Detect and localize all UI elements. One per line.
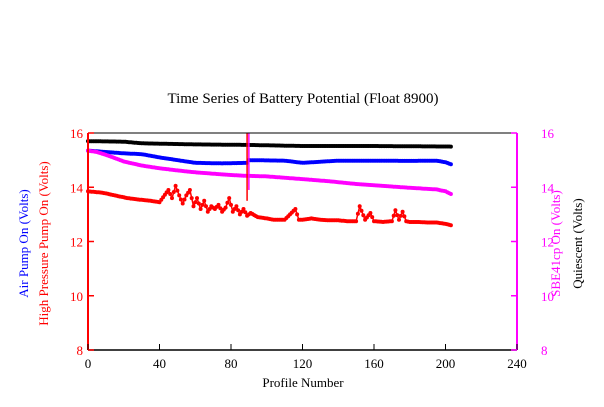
data-point-hp_pump — [295, 212, 300, 217]
data-point-hp_pump — [218, 206, 223, 211]
x-tick-labels: 0 40 80 120 160 200 240 — [85, 344, 527, 371]
data-point-hp_pump — [198, 207, 203, 211]
data-point-hp_pump — [397, 217, 401, 222]
data-point-hp_pump — [177, 193, 182, 198]
data-point-hp_pump — [368, 211, 373, 215]
left-y-tick-label: 16 — [70, 126, 84, 141]
data-point-hp_pump — [187, 188, 192, 192]
data-point-hp_pump — [234, 204, 239, 209]
data-point-hp_pump — [402, 214, 407, 219]
data-point-hp_pump — [359, 208, 364, 213]
right-y-tick-label: 8 — [541, 343, 548, 358]
data-point-hp_pump — [193, 200, 198, 205]
y-axis-label-quiescent: Quiescent (Volts) — [570, 198, 585, 288]
series-air_pump — [86, 148, 453, 167]
x-tick-label: 80 — [225, 356, 238, 371]
data-point-hp_pump — [225, 200, 230, 205]
data-point-hp_pump — [393, 208, 398, 213]
right-y-tick-label: 16 — [541, 126, 555, 141]
x-tick-label: 0 — [85, 356, 92, 371]
right-y-tick-labels: 8 10 12 14 16 — [511, 126, 555, 358]
data-point-hp_pump — [236, 208, 241, 213]
plot-area — [86, 133, 453, 228]
data-point-hp_pump — [170, 196, 174, 201]
y-axis-label-air-pump: Air Pump On (Volts) — [16, 189, 31, 297]
x-tick-label: 120 — [293, 356, 313, 371]
data-point-hp_pump — [202, 198, 207, 203]
data-point-hp_pump — [191, 204, 196, 209]
series-hp_pump — [86, 183, 453, 228]
data-point-hp_pump — [243, 210, 248, 215]
data-point-hp_pump — [241, 207, 246, 211]
data-point-hp_pump — [189, 196, 194, 201]
data-point-hp_pump — [182, 197, 187, 202]
data-point-hp_pump — [354, 219, 359, 224]
y-axis-label-hp-pump: High Pressure Pump On (Volts) — [36, 161, 51, 325]
data-point-hp_pump — [171, 190, 176, 194]
data-point-hp_pump — [166, 188, 171, 192]
data-point-hp_pump — [357, 204, 362, 209]
data-point-hp_pump — [293, 207, 298, 211]
data-point-hp_pump — [389, 219, 394, 224]
data-point-quiescent — [448, 144, 453, 149]
data-point-hp_pump — [195, 196, 199, 201]
data-point-hp_pump — [223, 205, 228, 210]
data-point-hp_pump — [400, 209, 405, 214]
data-point-hp_pump — [448, 223, 453, 228]
x-tick-label: 240 — [507, 356, 527, 371]
x-tick-label: 160 — [364, 356, 384, 371]
left-y-tick-label: 12 — [70, 235, 83, 250]
data-point-hp_pump — [178, 197, 183, 202]
right-y-tick-label: 14 — [541, 180, 555, 195]
data-point-hp_pump — [398, 213, 403, 218]
data-point-air_pump — [448, 162, 453, 167]
data-point-hp_pump — [196, 201, 201, 206]
series-sbe41cp — [86, 148, 453, 196]
data-point-hp_pump — [355, 211, 360, 216]
data-point-hp_pump — [168, 192, 173, 196]
data-point-hp_pump — [173, 183, 178, 188]
right-y-tick-label: 10 — [541, 289, 554, 304]
right-y-tick-label: 12 — [541, 235, 554, 250]
left-y-tick-label: 14 — [70, 180, 84, 195]
data-point-hp_pump — [216, 202, 221, 207]
left-y-tick-labels: 8 10 12 14 16 — [70, 126, 94, 358]
x-tick-label: 40 — [153, 356, 166, 371]
data-point-hp_pump — [175, 188, 180, 193]
data-point-hp_pump — [200, 202, 205, 207]
chart-title: Time Series of Battery Potential (Float … — [167, 91, 438, 107]
data-point-sbe41cp — [448, 192, 453, 196]
series-quiescent — [86, 139, 453, 149]
data-point-hp_pump — [227, 196, 232, 201]
data-point-hp_pump — [395, 213, 400, 218]
data-point-hp_pump — [391, 213, 396, 218]
x-axis-label: Profile Number — [262, 375, 344, 390]
data-point-hp_pump — [180, 201, 185, 206]
data-point-hp_pump — [361, 213, 366, 218]
data-point-hp_pump — [370, 215, 375, 220]
data-point-hp_pump — [229, 202, 233, 207]
data-point-hp_pump — [204, 204, 208, 209]
left-y-tick-label: 8 — [77, 343, 84, 358]
left-y-tick-label: 10 — [70, 289, 83, 304]
y-axis-label-sbe41cp: SBE41cp On (Volts) — [548, 190, 563, 297]
x-tick-label: 200 — [436, 356, 456, 371]
